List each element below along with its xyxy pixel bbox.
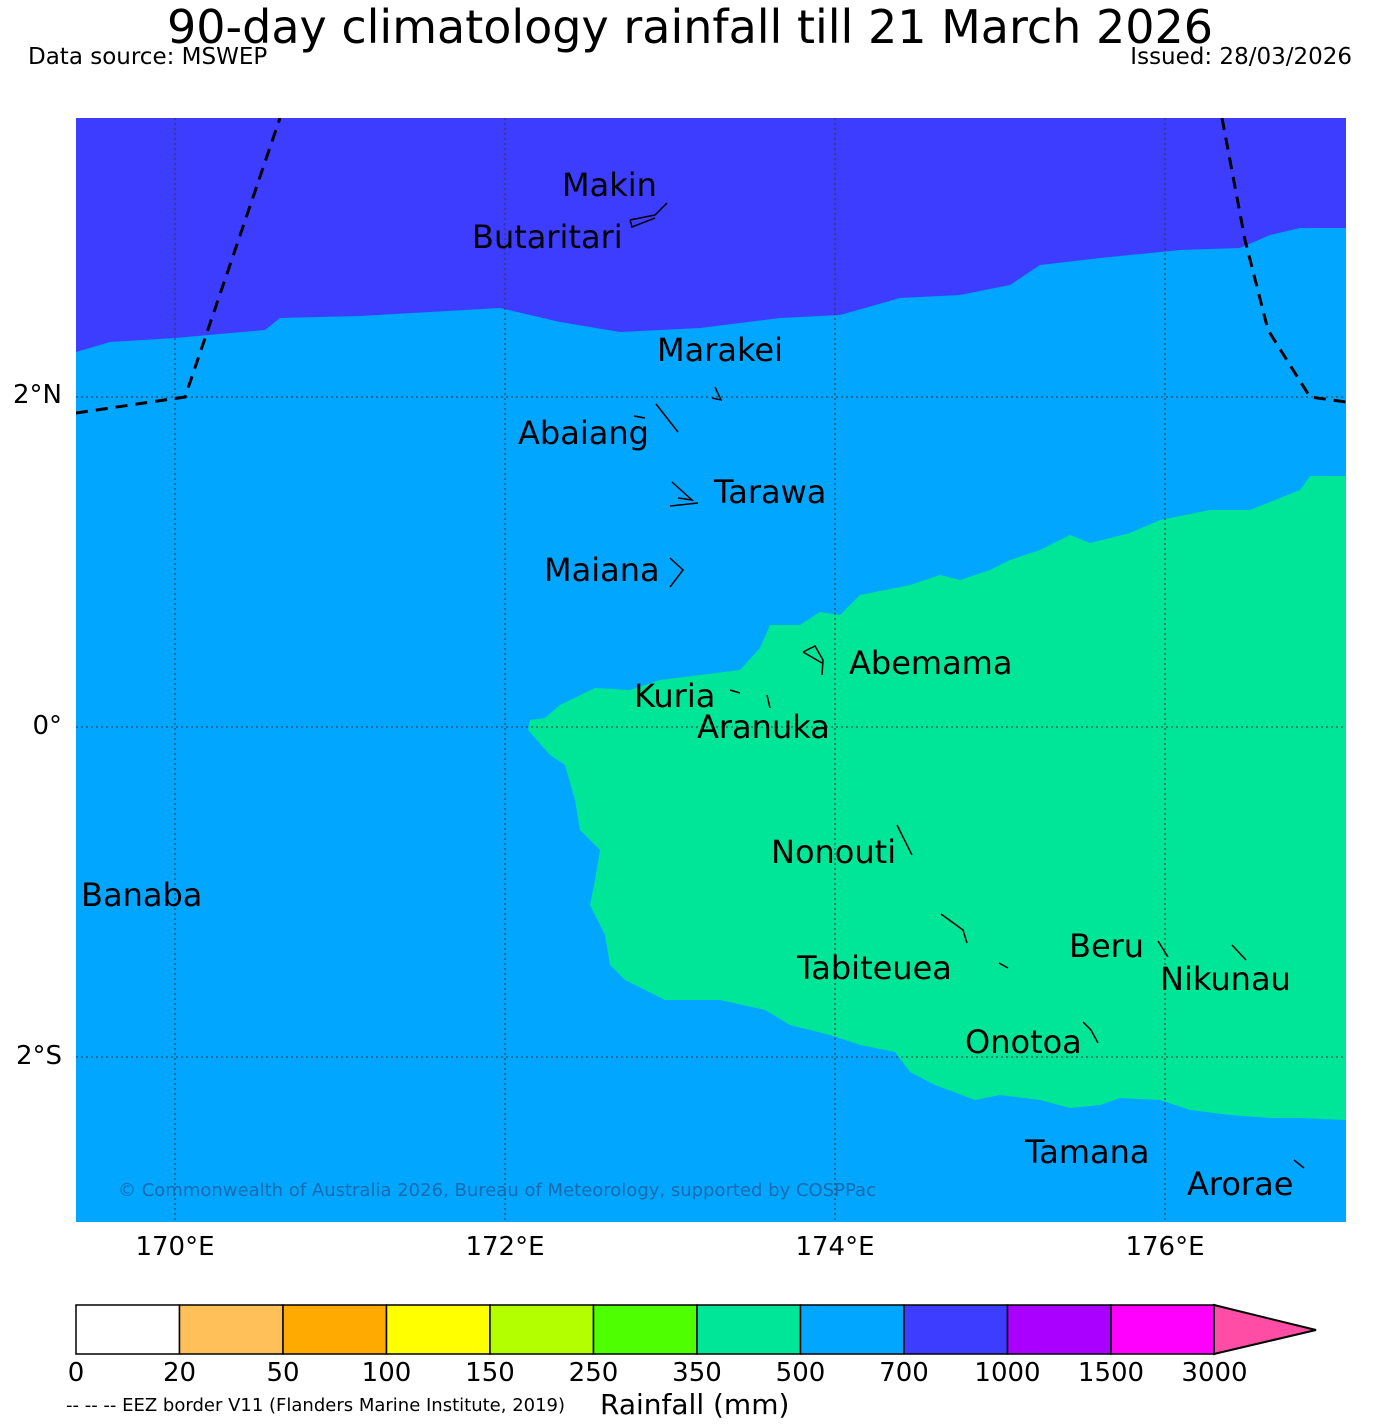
- island-label-nonouti: Nonouti: [771, 833, 897, 871]
- island-label-tamana: Tamana: [1025, 1133, 1150, 1171]
- data-source: Data source: MSWEP: [28, 44, 268, 70]
- island-label-marakei: Marakei: [657, 331, 783, 369]
- island-label-tarawa: Tarawa: [714, 473, 827, 511]
- lon-label-172e: 172°E: [465, 1232, 545, 1262]
- colorbar-tick-label: 50: [266, 1358, 300, 1388]
- colorbar-tick-label: 250: [568, 1358, 619, 1388]
- colorbar-tick-label: 1500: [1077, 1358, 1145, 1388]
- island-label-arorae: Arorae: [1187, 1165, 1294, 1203]
- colorbar-segment: [903, 1304, 1009, 1355]
- lon-label-170e: 170°E: [135, 1232, 215, 1262]
- colorbar-segment: [799, 1304, 905, 1355]
- colorbar-tick-label: 20: [162, 1358, 197, 1388]
- colorbar-label: Rainfall (mm): [600, 1388, 790, 1421]
- colorbar-tick-label: 500: [775, 1358, 826, 1388]
- lat-label-0: 0°: [32, 711, 62, 741]
- colorbar-segment: [696, 1304, 802, 1355]
- colorbar-tick-label: 0: [67, 1358, 85, 1388]
- colorbar-extend-arrow: [1213, 1303, 1317, 1356]
- colorbar-tick-label: 700: [879, 1358, 929, 1388]
- island-outlines: [629, 202, 1305, 1169]
- island-label-onotoa: Onotoa: [965, 1023, 1082, 1061]
- colorbar-tick-label: 150: [465, 1358, 515, 1388]
- colorbar-tick-label: 100: [361, 1358, 412, 1388]
- colorbar-tick-label: 3000: [1181, 1358, 1248, 1388]
- colorbar-segment: [282, 1304, 388, 1355]
- issued-date: Issued: 28/03/2026: [1130, 44, 1352, 70]
- lat-label-2n: 2°N: [13, 380, 62, 410]
- island-label-abaiang: Abaiang: [518, 414, 649, 452]
- colorbar-segment: [385, 1304, 491, 1355]
- colorbar-segment: [1110, 1304, 1216, 1355]
- colorbar-segment: [178, 1304, 284, 1355]
- map-title: 90-day climatology rainfall till 21 Marc…: [166, 0, 1214, 54]
- lat-label-2s: 2°S: [15, 1041, 62, 1071]
- zone-350-500: [528, 476, 1346, 1120]
- colorbar-segment: [489, 1304, 595, 1355]
- island-label-kuria: Kuria: [634, 677, 716, 715]
- island-label-maiana: Maiana: [544, 551, 660, 589]
- colorbar-segment: [75, 1304, 181, 1355]
- island-label-butaritari: Butaritari: [472, 218, 623, 256]
- rainfall-map: [76, 118, 1346, 1222]
- island-label-aranuka: Aranuka: [697, 708, 830, 746]
- colorbar-tick-label: 1000: [974, 1358, 1041, 1388]
- zone-700-1000: [76, 118, 1346, 352]
- island-label-tabiteuea: Tabiteuea: [797, 949, 952, 987]
- eez-legend-note: -- -- -- EEZ border V11 (Flanders Marine…: [66, 1395, 566, 1416]
- colorbar-segment: [1006, 1304, 1112, 1355]
- lon-label-176e: 176°E: [1125, 1232, 1205, 1262]
- island-label-beru: Beru: [1069, 927, 1145, 965]
- island-label-banaba: Banaba: [81, 876, 203, 914]
- copyright-notice: © Commonwealth of Australia 2026, Bureau…: [118, 1180, 876, 1201]
- colorbar-segment: [592, 1304, 698, 1355]
- colorbar: [75, 1303, 1317, 1356]
- lon-label-174e: 174°E: [795, 1232, 875, 1262]
- island-label-abemama: Abemama: [849, 644, 1013, 682]
- island-label-makin: Makin: [562, 166, 657, 204]
- eez-border: [76, 118, 1346, 415]
- colorbar-tick-label: 350: [672, 1358, 722, 1388]
- island-label-nikunau: Nikunau: [1160, 960, 1291, 998]
